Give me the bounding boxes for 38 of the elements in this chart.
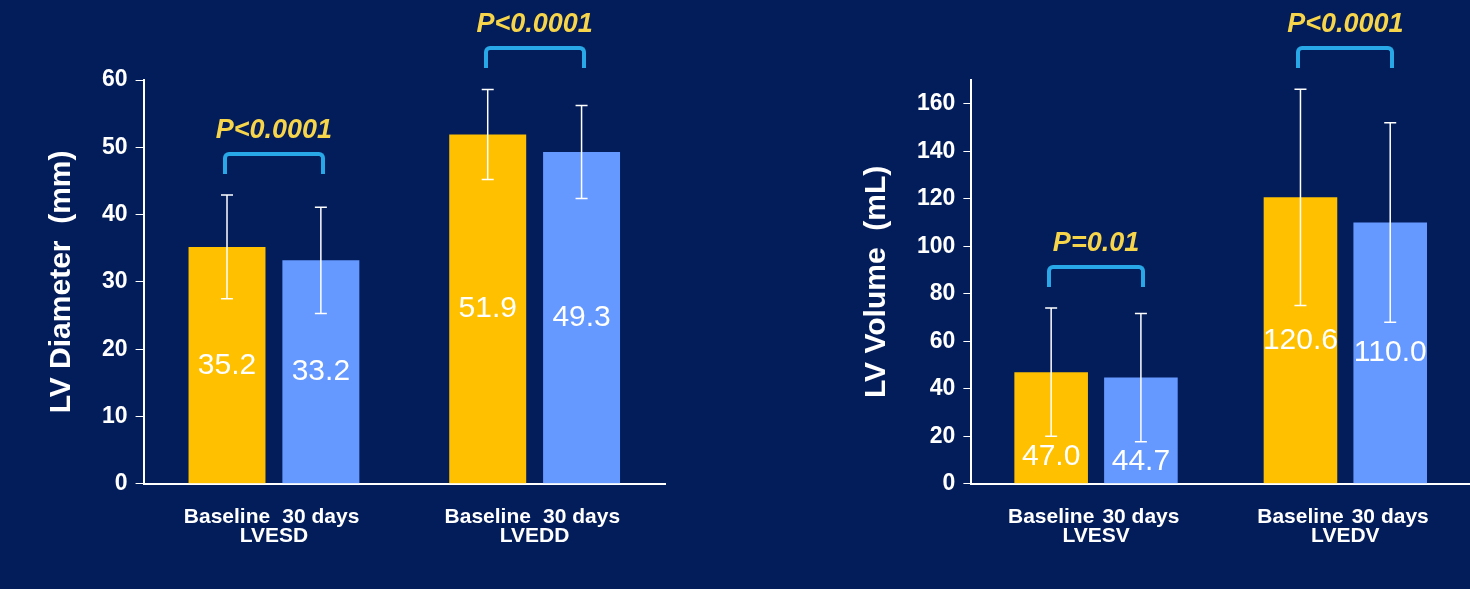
annotation: P=0.01: [1052, 226, 1140, 257]
data-label: 120.6: [1262, 321, 1339, 355]
y-tick-label: 10: [101, 401, 128, 428]
y-tick-label: 30: [101, 267, 128, 294]
text: P<0.0001: [1287, 8, 1404, 39]
y-tick-label: 60: [929, 326, 956, 353]
data-label: 51.9: [458, 290, 517, 324]
bar: [543, 152, 621, 484]
y-tick-label: 40: [929, 374, 956, 401]
y-tick-label: 100: [917, 231, 956, 258]
y-tick-label: 60: [101, 65, 128, 92]
data-label: 33.2: [291, 353, 351, 387]
y-tick-label: 140: [917, 136, 956, 163]
data-label: 35.2: [197, 346, 257, 380]
bar: [449, 134, 527, 484]
bar: [1263, 197, 1338, 484]
data-label: 47.0: [1021, 437, 1081, 471]
y-tick-label: 20: [101, 334, 128, 361]
bar: [1353, 222, 1428, 484]
y-axis-title: LV Volume (mL): [858, 165, 892, 399]
y-tick-label: 0: [114, 469, 128, 496]
data-label: 110.0: [1353, 334, 1427, 368]
bar: [1104, 377, 1178, 484]
bar: [282, 260, 360, 484]
y-tick-label: 160: [917, 89, 956, 116]
data-label: 49.3: [552, 299, 611, 333]
y-axis-title: LV Diameter (mm): [43, 150, 77, 414]
data-label: 44.7: [1111, 443, 1171, 477]
y-tick-label: 20: [929, 421, 956, 448]
y-tick-label: 120: [917, 184, 956, 211]
bar: [1014, 372, 1088, 484]
bar: [188, 246, 266, 484]
y-tick-label: 0: [942, 469, 956, 496]
y-tick-label: 40: [101, 199, 128, 226]
annotation: P<0.0001: [215, 114, 333, 145]
y-tick-label: 50: [101, 132, 128, 159]
text: P<0.0001: [476, 8, 593, 39]
y-tick-label: 80: [929, 279, 956, 306]
